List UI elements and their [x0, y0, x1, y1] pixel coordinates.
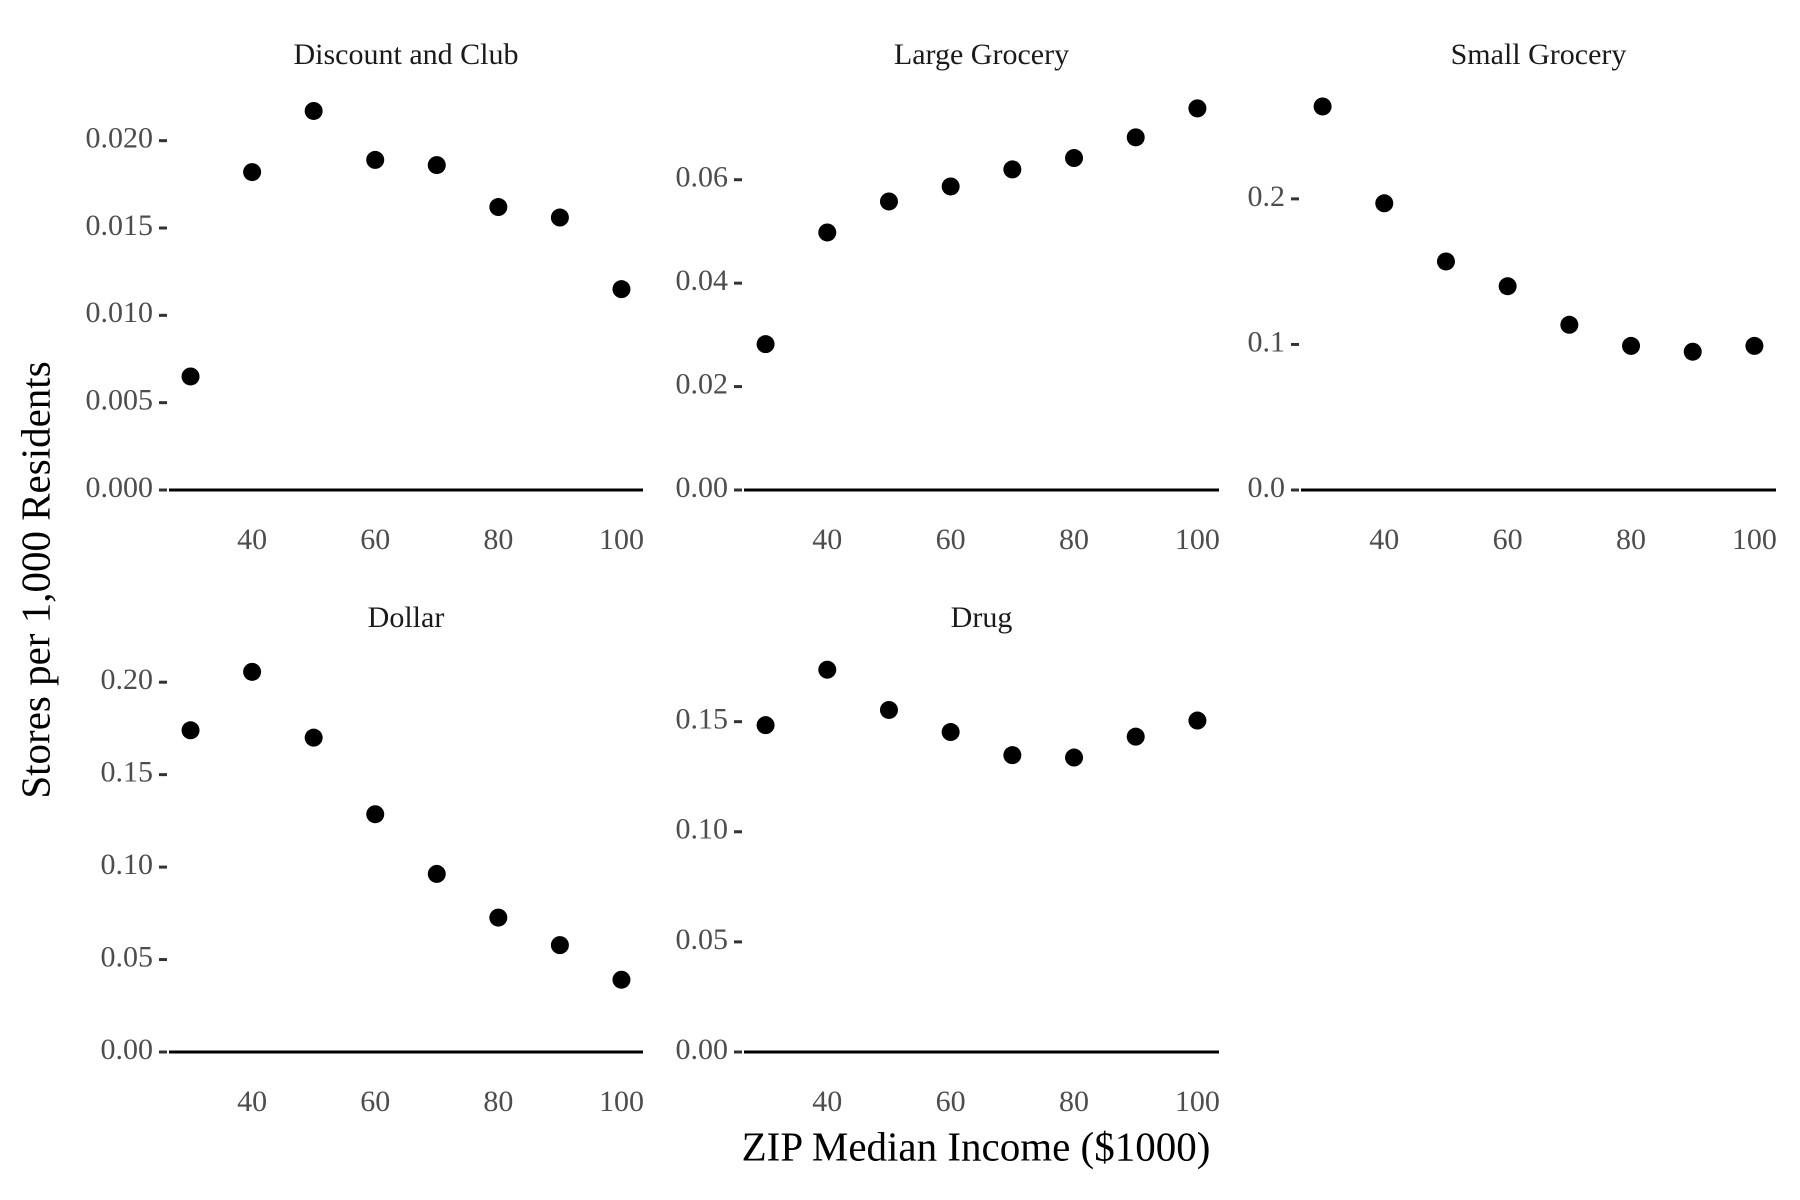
point: [427, 156, 446, 175]
point: [1003, 160, 1022, 179]
point: [243, 163, 262, 182]
panel-title: Discount and Club: [294, 38, 519, 71]
point: [181, 367, 200, 386]
x-tick-label: 100: [599, 1085, 644, 1118]
y-tick-label: 0.15: [101, 756, 154, 789]
point: [1126, 128, 1145, 147]
point: [1375, 194, 1394, 213]
point: [304, 728, 323, 747]
point: [1683, 342, 1702, 361]
point: [427, 864, 446, 883]
y-tick-label: 0.00: [101, 1033, 154, 1066]
point: [612, 970, 631, 989]
y-tick-label: 0.10: [101, 848, 154, 881]
point: [550, 936, 569, 955]
point: [818, 660, 837, 679]
y-tick-label: 0.02: [676, 367, 729, 400]
x-tick-label: 60: [936, 1085, 966, 1118]
x-axis-label: ZIP Median Income ($1000): [742, 1123, 1211, 1169]
y-tick-label: 0.010: [86, 296, 154, 329]
x-tick-label: 40: [812, 523, 842, 556]
point: [1745, 336, 1764, 355]
point: [941, 177, 960, 196]
x-tick-label: 80: [1059, 523, 1089, 556]
point: [1188, 711, 1207, 730]
x-tick-label: 60: [360, 523, 390, 556]
point: [366, 150, 385, 169]
y-tick-label: 0.05: [676, 923, 729, 956]
y-tick-label: 0.05: [101, 940, 154, 973]
point: [181, 721, 200, 740]
x-tick-label: 100: [1175, 523, 1220, 556]
x-tick-label: 60: [360, 1085, 390, 1118]
y-tick-label: 0.005: [86, 384, 154, 417]
point: [756, 335, 775, 354]
point: [818, 223, 837, 242]
point: [304, 101, 323, 120]
point: [941, 723, 960, 742]
point: [879, 700, 898, 719]
y-tick-label: 0.1: [1248, 325, 1286, 358]
y-tick-label: 0.06: [676, 161, 729, 194]
panel-title: Drug: [951, 601, 1013, 634]
point: [612, 280, 631, 299]
y-tick-label: 0.10: [676, 813, 729, 846]
y-tick-label: 0.15: [676, 703, 729, 736]
panel-title: Large Grocery: [894, 38, 1069, 71]
panel-title: Small Grocery: [1451, 38, 1627, 71]
point: [1560, 315, 1579, 334]
y-tick-label: 0.000: [86, 471, 154, 504]
x-tick-label: 80: [483, 523, 513, 556]
point: [1498, 277, 1517, 296]
y-tick-label: 0.00: [676, 471, 729, 504]
point: [489, 908, 508, 927]
panel-title: Dollar: [368, 601, 445, 634]
x-tick-label: 60: [936, 523, 966, 556]
point: [1126, 727, 1145, 746]
x-tick-label: 60: [1493, 523, 1523, 556]
y-tick-label: 0.00: [676, 1033, 729, 1066]
y-axis-label: Stores per 1,000 Residents: [12, 361, 58, 798]
x-tick-label: 100: [1732, 523, 1777, 556]
point: [550, 208, 569, 227]
point: [1065, 748, 1084, 767]
x-tick-label: 100: [599, 523, 644, 556]
y-tick-label: 0.20: [101, 663, 154, 696]
point: [756, 716, 775, 735]
point: [489, 198, 508, 217]
x-tick-label: 40: [1369, 523, 1399, 556]
x-tick-label: 80: [1059, 1085, 1089, 1118]
y-tick-label: 0.0: [1248, 471, 1286, 504]
point: [879, 192, 898, 211]
point: [366, 805, 385, 824]
y-tick-label: 0.020: [86, 122, 154, 155]
point: [1188, 99, 1207, 118]
x-tick-label: 100: [1175, 1085, 1220, 1118]
x-tick-label: 40: [237, 523, 267, 556]
point: [1313, 97, 1332, 116]
y-tick-label: 0.2: [1248, 180, 1286, 213]
point: [1622, 336, 1641, 355]
point: [1003, 746, 1022, 765]
point: [243, 662, 262, 681]
x-tick-label: 80: [483, 1085, 513, 1118]
point: [1065, 149, 1084, 168]
x-tick-label: 40: [812, 1085, 842, 1118]
y-tick-label: 0.04: [676, 264, 729, 297]
point: [1436, 252, 1455, 271]
x-tick-label: 80: [1616, 523, 1646, 556]
x-tick-label: 40: [237, 1085, 267, 1118]
y-tick-label: 0.015: [86, 209, 154, 242]
